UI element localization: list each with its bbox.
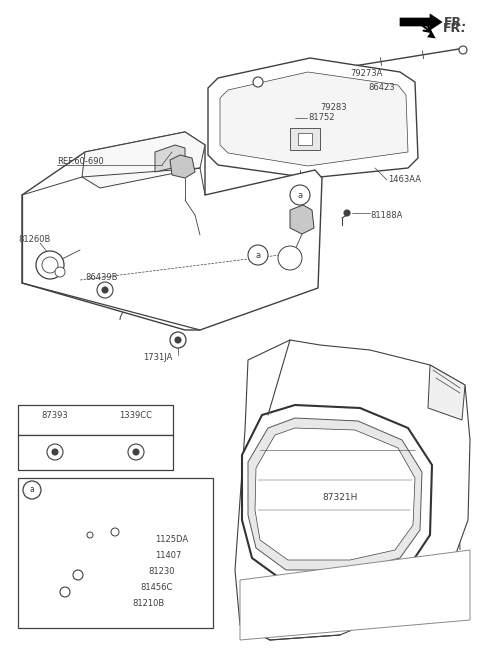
- Polygon shape: [400, 14, 442, 30]
- Bar: [18, 435, 173, 470]
- Circle shape: [133, 449, 139, 455]
- Circle shape: [170, 332, 186, 348]
- Text: 81230: 81230: [148, 567, 175, 577]
- Polygon shape: [235, 340, 470, 640]
- Polygon shape: [240, 550, 470, 640]
- Polygon shape: [85, 530, 128, 565]
- Ellipse shape: [109, 234, 151, 256]
- Text: 1125DA: 1125DA: [155, 535, 188, 545]
- Polygon shape: [155, 145, 185, 172]
- Text: 1339CC: 1339CC: [120, 410, 153, 420]
- Text: a: a: [298, 190, 302, 200]
- Circle shape: [73, 570, 83, 580]
- Bar: [18, 478, 213, 628]
- Polygon shape: [22, 132, 322, 330]
- Polygon shape: [428, 365, 465, 420]
- Text: 87393: 87393: [42, 410, 68, 420]
- Circle shape: [23, 481, 41, 499]
- Text: REF.60-690: REF.60-690: [57, 158, 104, 166]
- Bar: [290, 128, 320, 150]
- Text: FR.: FR.: [444, 15, 467, 29]
- Text: 81456C: 81456C: [140, 583, 172, 593]
- Polygon shape: [290, 205, 314, 234]
- Circle shape: [111, 528, 119, 536]
- Text: 81260B: 81260B: [18, 235, 50, 245]
- Circle shape: [87, 532, 93, 538]
- Text: 81210B: 81210B: [132, 600, 164, 608]
- Circle shape: [60, 587, 70, 597]
- Circle shape: [97, 282, 113, 298]
- Circle shape: [175, 337, 181, 343]
- Circle shape: [55, 267, 65, 277]
- Polygon shape: [242, 405, 432, 582]
- Circle shape: [248, 245, 268, 265]
- Polygon shape: [82, 132, 205, 188]
- Text: a: a: [30, 485, 35, 495]
- Text: 1463AA: 1463AA: [388, 176, 421, 184]
- Circle shape: [344, 210, 350, 216]
- Circle shape: [128, 444, 144, 460]
- Text: 11407: 11407: [155, 551, 181, 559]
- Circle shape: [42, 257, 58, 273]
- Bar: [18, 405, 173, 435]
- Text: 86439B: 86439B: [85, 273, 118, 283]
- Text: a: a: [255, 251, 261, 259]
- Text: 81188A: 81188A: [370, 211, 402, 219]
- Polygon shape: [208, 58, 418, 178]
- Circle shape: [290, 185, 310, 205]
- Bar: [298, 133, 312, 145]
- Text: 81752: 81752: [308, 114, 335, 122]
- Ellipse shape: [103, 230, 157, 260]
- Text: 79283: 79283: [320, 102, 347, 112]
- Circle shape: [47, 444, 63, 460]
- Text: 79273A: 79273A: [350, 68, 383, 78]
- Polygon shape: [255, 428, 415, 560]
- Text: 87321H: 87321H: [322, 493, 358, 503]
- Text: 86423: 86423: [368, 84, 395, 92]
- Circle shape: [52, 449, 58, 455]
- Text: 1731JA: 1731JA: [144, 354, 173, 362]
- Polygon shape: [248, 418, 422, 570]
- Circle shape: [459, 46, 467, 54]
- Circle shape: [253, 77, 263, 87]
- Circle shape: [278, 246, 302, 270]
- Circle shape: [102, 287, 108, 293]
- Circle shape: [36, 251, 64, 279]
- Polygon shape: [170, 155, 195, 178]
- Polygon shape: [220, 72, 408, 166]
- Text: FR.: FR.: [443, 22, 466, 35]
